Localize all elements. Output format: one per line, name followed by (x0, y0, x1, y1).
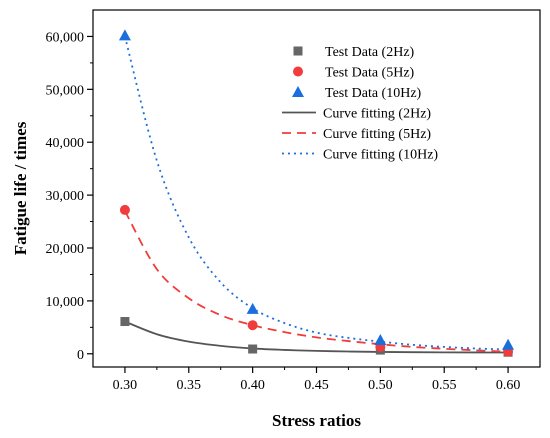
x-tick-label: 0.60 (496, 378, 521, 393)
x-tick-label: 0.40 (240, 378, 265, 393)
legend-label: Curve fitting (10Hz) (323, 148, 438, 163)
y-tick-label: 20,000 (46, 242, 85, 257)
curve-line (124, 210, 509, 353)
y-tick-label: 40,000 (46, 136, 85, 151)
x-tick-label: 0.30 (113, 378, 138, 393)
x-axis-ticks: 0.30 0.35 0.40 0.45 0.50 0.55 0.60 (113, 367, 521, 393)
x-tick-label: 0.35 (177, 378, 202, 393)
plot-frame (92, 9, 541, 368)
y-tick-label: 0 (77, 348, 84, 363)
y-tick-label: 30,000 (46, 189, 85, 204)
y-tick-label: 60,000 (46, 30, 85, 45)
y-axis-title: Fatigue life / times (11, 121, 30, 255)
x-tick-label: 0.45 (304, 378, 329, 393)
plot-border (92, 9, 541, 368)
legend-label: Curve fitting (2Hz) (323, 107, 431, 122)
y-tick-label: 50,000 (46, 83, 85, 98)
legend: Test Data (2Hz) Test Data (5Hz) Test Data … (282, 45, 438, 163)
legend-label: Curve fitting (5Hz) (323, 127, 431, 142)
legend-marker (293, 66, 303, 77)
legend-label: Test Data (5Hz) (325, 66, 415, 81)
legend-label: Test Data (2Hz) (325, 45, 415, 60)
y-axis-ticks: 0 10,000 20,000 30,000 40,000 50,000 60,000 (46, 30, 93, 363)
legend-marker (293, 46, 303, 56)
curve-line (124, 36, 509, 351)
data-point (247, 320, 258, 331)
x-axis-title: Stress ratios (272, 411, 361, 430)
data-point (248, 344, 258, 354)
y-tick-label: 10,000 (46, 295, 85, 310)
x-tick-label: 0.55 (432, 378, 457, 393)
data-point (119, 204, 130, 215)
data-point (120, 317, 130, 327)
data-point (246, 302, 259, 314)
data-point (502, 338, 515, 350)
data-markers (118, 29, 515, 357)
legend-marker (292, 86, 304, 97)
data-point (118, 29, 131, 41)
data-point (374, 334, 387, 346)
legend-label: Test Data (10Hz) (325, 86, 422, 101)
curve-line (124, 320, 509, 354)
x-tick-label: 0.50 (368, 378, 393, 393)
fitted-curves (124, 36, 509, 354)
